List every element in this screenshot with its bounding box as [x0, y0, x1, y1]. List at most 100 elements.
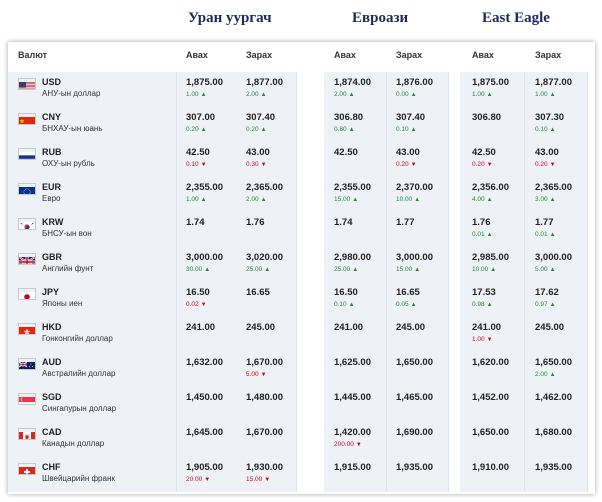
currency-name: Сингапурын доллар [42, 404, 117, 413]
row-background [525, 317, 587, 352]
currency-name: Канадын доллар [42, 439, 105, 448]
currency-code: SGD [42, 392, 62, 402]
buy-change: 2.00 ▲ [334, 91, 355, 98]
row-background [8, 282, 176, 317]
sell-rate: 1,465.00 [396, 392, 433, 403]
arrow-down-icon: ▼ [260, 372, 267, 378]
sell-change: 2.00 ▲ [246, 196, 267, 203]
row-background [387, 177, 448, 212]
change-value: 1.00 [535, 91, 548, 98]
row-background [460, 457, 524, 492]
sell-rate: 1.77 [535, 217, 554, 228]
bank-title-euroasia: Евроази [352, 10, 409, 26]
buy-rate: 1.74 [186, 217, 205, 228]
sell-change: 5.00 ▲ [535, 266, 556, 273]
row-background [236, 352, 296, 387]
change-value: 3.00 [535, 196, 548, 203]
buy-rate: 1,915.00 [334, 462, 371, 473]
buy-rate: 1,905.00 [186, 462, 223, 473]
currency-code: USD [42, 77, 62, 87]
currency-code: JPY [42, 287, 60, 297]
row-background [177, 142, 236, 177]
us-flag-icon [18, 78, 36, 90]
buy-change: 1.00 ▲ [186, 91, 207, 98]
sell-rate: 1,670.00 [246, 357, 283, 368]
arrow-up-icon: ▲ [410, 92, 417, 98]
currency-name: Гонконгийн доллар [42, 334, 113, 343]
sell-change: 1.00 ▲ [535, 91, 556, 98]
buy-rate: 42.50 [334, 147, 358, 158]
row-background [460, 317, 524, 352]
buy-change: 1.00 ▼ [472, 336, 493, 343]
row-background [324, 422, 386, 457]
row-background [387, 422, 448, 457]
row-background [525, 387, 587, 422]
change-value: 15.00 [396, 266, 413, 273]
row-background [177, 457, 236, 492]
row-background [236, 107, 296, 142]
buy-change: 0.10 ▼ [186, 161, 207, 168]
arrow-up-icon: ▲ [549, 372, 556, 378]
sell-change: 0.00 ▲ [396, 91, 417, 98]
row-background [525, 457, 587, 492]
buy-rate: 2,355.00 [334, 182, 371, 193]
arrow-up-icon: ▲ [410, 302, 417, 308]
change-value: 1.00 [472, 91, 485, 98]
change-value: 0.10 [334, 301, 347, 308]
change-value: 0.00 [396, 91, 409, 98]
bank-title-east-eagle: East Eagle [482, 10, 550, 26]
arrow-up-icon: ▲ [348, 92, 355, 98]
buy-rate: 1,645.00 [186, 427, 223, 438]
change-value: 25.00 [246, 266, 263, 273]
arrow-up-icon: ▲ [204, 267, 211, 273]
buy-change: 0.20 ▲ [186, 126, 207, 133]
buy-rate: 241.00 [186, 322, 216, 333]
currency-code: CAD [42, 427, 62, 437]
row-background [324, 107, 386, 142]
currency-name: Японы иен [42, 299, 83, 308]
row-background [387, 317, 448, 352]
row-background [460, 212, 524, 247]
row-background [460, 142, 524, 177]
row-background [460, 422, 524, 457]
arrow-up-icon: ▲ [549, 302, 556, 308]
change-value: 5.00 [535, 266, 548, 273]
hk-flag-icon [18, 323, 36, 335]
sell-change: 3.00 ▲ [535, 196, 556, 203]
row-background [324, 352, 386, 387]
gb-flag-icon [18, 253, 36, 265]
change-value: 0.80 [334, 126, 347, 133]
row-background [177, 352, 236, 387]
arrow-up-icon: ▲ [260, 127, 267, 133]
currency-code: KRW [42, 217, 64, 227]
arrow-up-icon: ▲ [486, 92, 493, 98]
buy-rate: 1.74 [334, 217, 353, 228]
buy-rate: 2,356.00 [472, 182, 509, 193]
header-sell-east-eagle: Зарах [535, 50, 562, 60]
row-background [525, 142, 587, 177]
change-value: 0.20 [246, 126, 259, 133]
change-value: 25.00 [334, 266, 351, 273]
row-background [8, 422, 176, 457]
change-value: 2.00 [246, 196, 259, 203]
sell-change: 0.20 ▼ [535, 161, 556, 168]
row-background [177, 422, 236, 457]
buy-rate: 1,620.00 [472, 357, 509, 368]
row-background [177, 107, 236, 142]
arrow-up-icon: ▲ [486, 197, 493, 203]
row-background [236, 212, 296, 247]
row-background [8, 387, 176, 422]
row-background [236, 282, 296, 317]
buy-change: 1.00 ▲ [186, 196, 207, 203]
cn-flag-icon [18, 113, 36, 125]
row-background [236, 457, 296, 492]
jp-flag-icon [18, 288, 36, 300]
row-background [324, 457, 386, 492]
change-value: 30.00 [186, 266, 203, 273]
arrow-up-icon: ▲ [264, 267, 271, 273]
row-background [324, 387, 386, 422]
sell-rate: 245.00 [396, 322, 426, 333]
change-value: 0.20 [535, 161, 548, 168]
row-background [236, 387, 296, 422]
sell-rate: 43.00 [535, 147, 559, 158]
